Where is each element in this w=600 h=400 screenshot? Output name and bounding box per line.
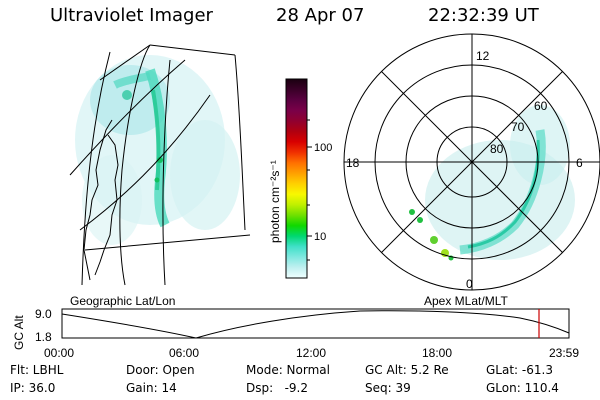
mlt-label-0: 0 (466, 277, 473, 291)
coastline (83, 119, 119, 281)
colorbar-tick-100: 100 (314, 142, 332, 154)
filter-info: Flt: LBHL (10, 363, 64, 377)
lat-label-70: 70 (511, 120, 525, 134)
apex-mlat-mlt-label: Apex MLat/MLT (424, 294, 508, 308)
geographic-lat-lon-label: Geographic Lat/Lon (70, 294, 175, 308)
date-label: 28 Apr 07 (276, 5, 365, 26)
geographic-aurora (75, 55, 240, 245)
timeline-xtick-2359: 23:59 (549, 346, 579, 360)
polar-aurora (409, 105, 575, 261)
mode-info: Mode: Normal (246, 363, 330, 377)
mlt-label-18: 18 (346, 156, 360, 170)
gc-alt-info: GC Alt: 5.2 Re (365, 363, 449, 377)
colorbar-tick-10: 10 (314, 231, 326, 243)
glat-info: GLat: -61.3 (486, 363, 553, 377)
timeline-ylabel: GC Alt (12, 315, 26, 350)
lat-label-80: 80 (490, 142, 504, 156)
ip-info: IP: 36.0 (10, 381, 56, 395)
colorbar-scale (285, 78, 308, 279)
lat-label-60: 60 (534, 99, 548, 113)
colorbar: 100 10 photon cm⁻²s⁻¹ (268, 78, 332, 279)
geographic-map (69, 44, 251, 286)
timeline-ytick-9: 9.0 (35, 307, 52, 321)
dsp-info: Dsp: -9.2 (246, 381, 309, 395)
timeline-xtick-0000: 00:00 (44, 346, 74, 360)
altitude-timeline: Geographic Lat/Lon Apex MLat/MLT GC Alt … (12, 294, 579, 360)
seq-info: Seq: 39 (365, 381, 411, 395)
glon-info: GLon: 110.4 (486, 381, 559, 395)
timeline-xtick-1200: 12:00 (296, 346, 326, 360)
mlt-label-12: 12 (476, 49, 490, 63)
timeline-ytick-1-8: 1.8 (35, 330, 52, 344)
timeline-xtick-1800: 18:00 (422, 346, 452, 360)
time-label: 22:32:39 UT (428, 5, 539, 26)
timeline-xtick-0600: 06:00 (169, 346, 199, 360)
app-title: Ultraviolet Imager (50, 5, 213, 26)
colorbar-label: photon cm⁻²s⁻¹ (268, 160, 282, 243)
gain-info: Gain: 14 (126, 381, 177, 395)
polar-map: 12 18 6 0 60 70 80 (343, 33, 600, 291)
altitude-curve (61, 310, 570, 339)
mlt-label-6: 6 (576, 156, 583, 170)
door-info: Door: Open (126, 363, 195, 377)
timeline-frame (61, 308, 570, 339)
